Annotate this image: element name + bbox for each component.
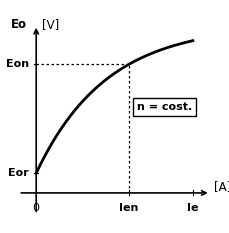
Text: n = cost.: n = cost. [136,102,191,112]
Text: [V]: [V] [41,18,59,31]
Text: Ie: Ie [186,203,198,213]
Text: Ien: Ien [119,203,138,213]
Text: Eor: Eor [8,168,29,178]
Text: [A]: [A] [213,180,229,193]
Text: Eon: Eon [6,59,29,69]
Text: 0: 0 [33,203,40,213]
Text: Eo: Eo [10,18,26,31]
